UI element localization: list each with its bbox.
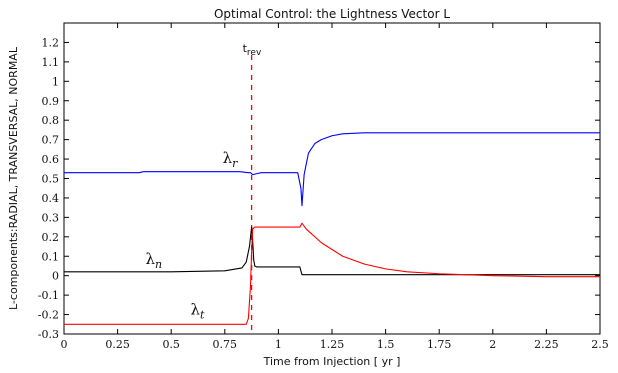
y-axis-label: L-components:RADIAL, TRANSVERSAL, NORMAL xyxy=(7,46,20,310)
y-tick-label: 0.4 xyxy=(42,192,60,205)
reversal-time-marker: trev xyxy=(243,42,262,334)
series-line-0 xyxy=(64,132,600,207)
reversal-label: trev xyxy=(243,42,262,58)
annotation-n: λn xyxy=(145,250,162,271)
tick-labels: 0 0.25 0.5 0.75 1 1.25 1.5 1.75 2 2.25 2.5 -0.3 -0.2… xyxy=(38,36,609,351)
x-tick-label: 1.25 xyxy=(320,338,345,351)
x-tick-label: 0 xyxy=(61,338,68,351)
annotation-sub: t xyxy=(200,309,205,322)
y-tick-label: 0.7 xyxy=(42,134,60,147)
y-tick-label: -0.3 xyxy=(38,328,59,341)
y-tick-label: 0.3 xyxy=(42,211,60,224)
x-tick-label: 1.75 xyxy=(427,338,452,351)
tick-marks xyxy=(63,23,601,335)
chart-title: Optimal Control: the Lightness Vector L xyxy=(214,7,450,21)
y-tick-label: 0.5 xyxy=(42,173,60,186)
series-line-2 xyxy=(64,222,600,325)
annotation-sub: r xyxy=(232,157,238,170)
annotation-sub: n xyxy=(155,258,162,271)
y-tick-label: 1.2 xyxy=(42,36,60,49)
y-tick-label: 0.6 xyxy=(42,153,60,166)
annotation-r: λr xyxy=(223,149,239,170)
x-tick-label: 2.25 xyxy=(534,338,559,351)
x-axis-label: Time from Injection [ yr ] xyxy=(263,355,401,368)
plot-area xyxy=(63,22,601,335)
x-tick-label: 2 xyxy=(489,338,496,351)
series-lines xyxy=(64,132,600,325)
y-tick-label: 0 xyxy=(52,270,59,283)
series-line-1 xyxy=(64,226,600,276)
series-annotations: λr λn λt xyxy=(145,149,238,322)
y-tick-label: 0.9 xyxy=(42,95,60,108)
y-tick-label: 0.8 xyxy=(42,114,60,127)
y-tick-label: 1 xyxy=(52,75,59,88)
y-tick-label: -0.1 xyxy=(38,289,59,302)
annotation-t: λt xyxy=(190,301,205,322)
x-tick-label: 1.5 xyxy=(377,338,395,351)
x-tick-label: 2.5 xyxy=(591,338,609,351)
y-tick-label: 0.2 xyxy=(42,231,60,244)
y-tick-label: 1.1 xyxy=(42,56,60,69)
y-tick-label: -0.2 xyxy=(38,309,59,322)
x-tick-label: 0.25 xyxy=(105,338,130,351)
x-tick-label: 0.75 xyxy=(213,338,238,351)
reversal-label-sub: rev xyxy=(247,48,262,58)
y-tick-label: 0.1 xyxy=(42,250,60,263)
x-tick-label: 1 xyxy=(275,338,282,351)
x-tick-label: 0.5 xyxy=(162,338,180,351)
